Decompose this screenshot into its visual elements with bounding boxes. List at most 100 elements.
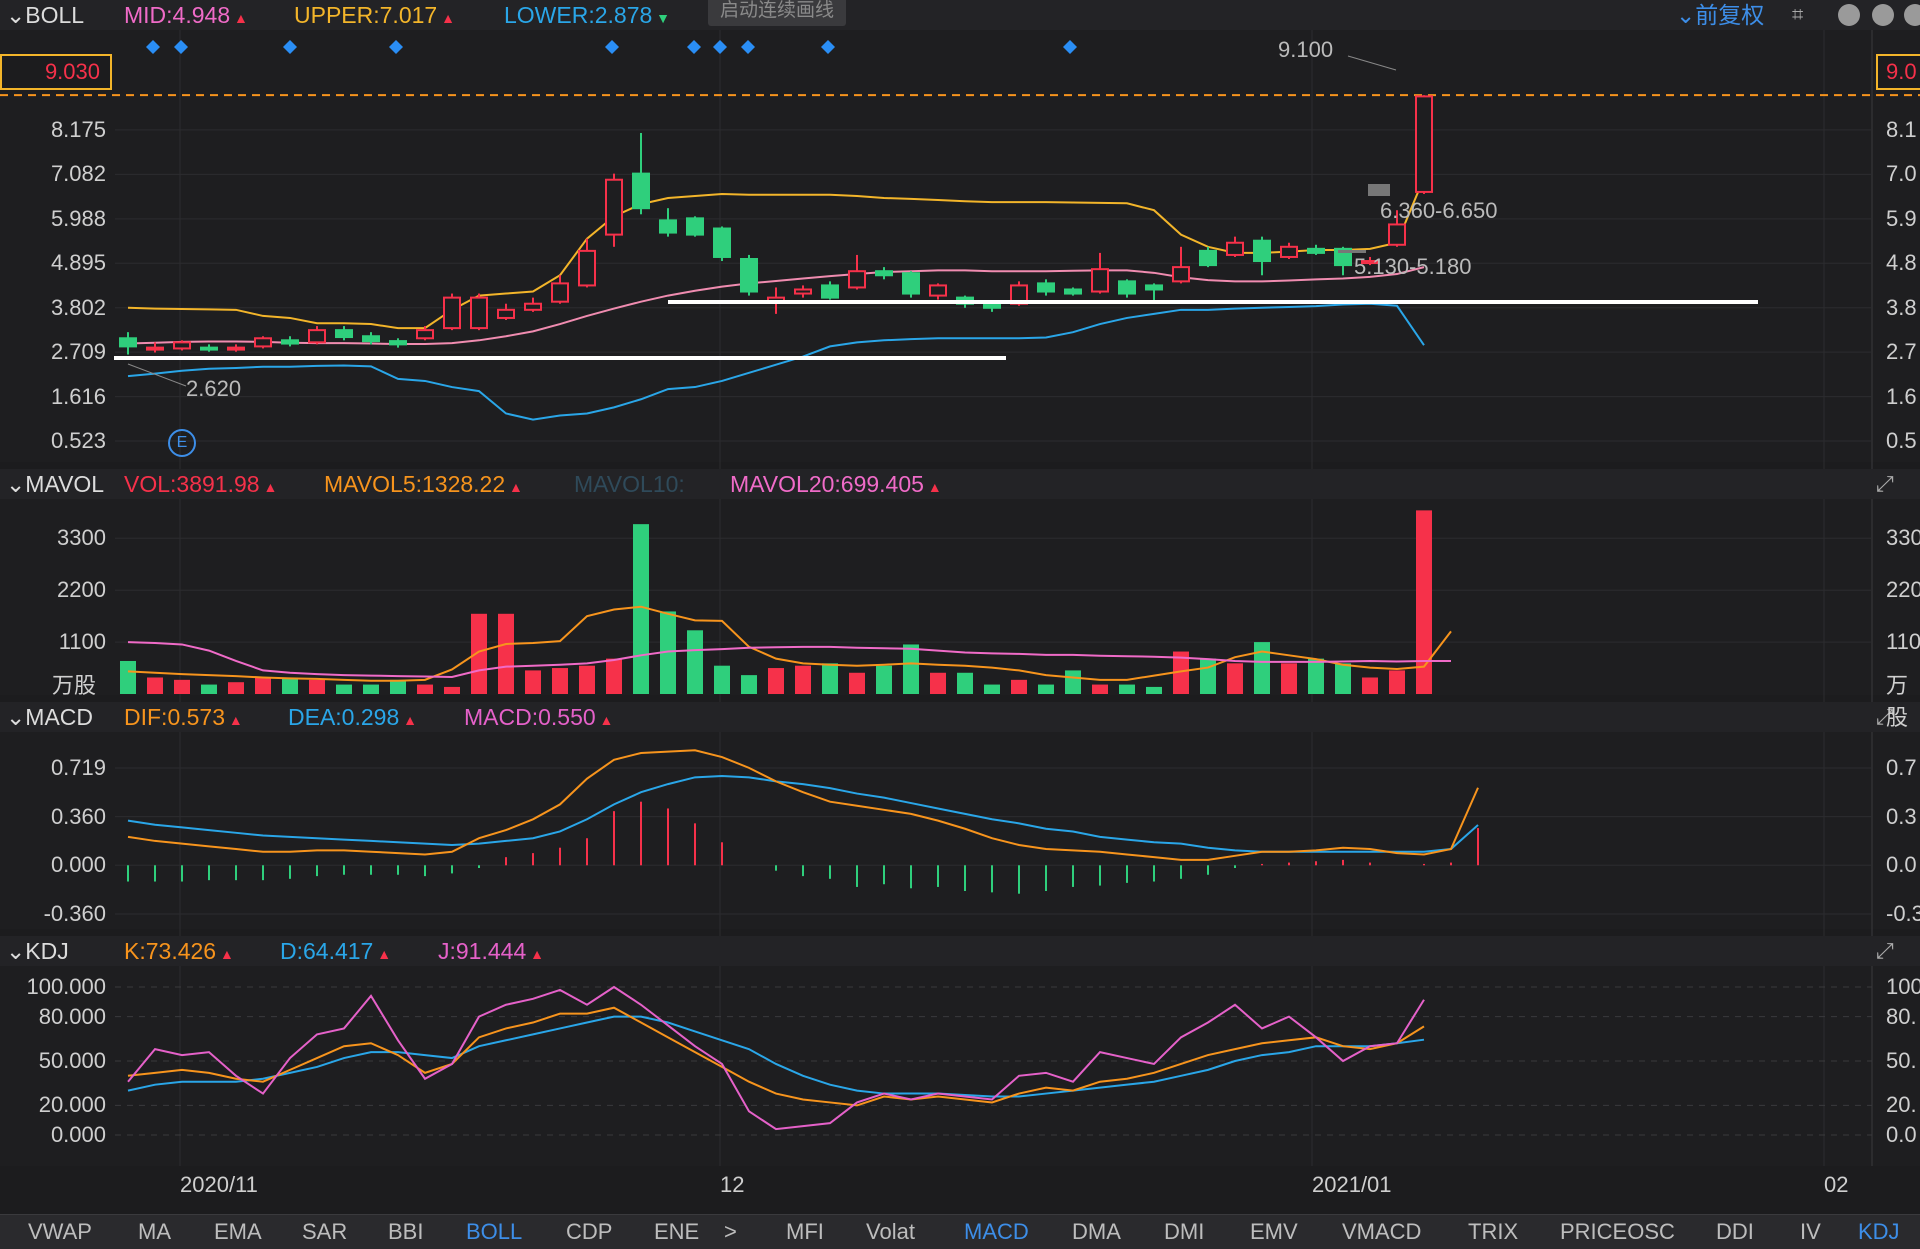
price-tick-right: 0.5	[1886, 427, 1917, 453]
macd-tick-right: 0.0	[1886, 852, 1917, 878]
volume-bar	[1362, 677, 1378, 694]
candle-body	[1415, 95, 1433, 193]
d-label: D:64.417 ▲	[280, 938, 392, 964]
candle	[362, 332, 380, 345]
kdj-tick-right: 20.	[1886, 1092, 1917, 1118]
price-tick-left: 7.082	[50, 161, 106, 187]
price-tick-left: 2.709	[50, 339, 106, 365]
tab-more-arrow[interactable]: >	[724, 1219, 737, 1244]
candle	[497, 303, 515, 320]
kdj-tick-left: 20.000	[38, 1092, 106, 1118]
volume-bar	[903, 644, 919, 694]
mavol5-line	[127, 605, 1452, 682]
boll-indicator-selector[interactable]: ⌄BOLL	[6, 2, 85, 28]
kdj-tick-right: 100	[1886, 974, 1920, 999]
tab-cdp[interactable]: CDP	[566, 1219, 613, 1244]
candle-body	[632, 172, 650, 210]
draw-tooltip[interactable]: 启动连续画线	[708, 0, 847, 26]
kdj-indicator-selector[interactable]: ⌄KDJ	[6, 938, 69, 964]
boll-mid-label: MID:4.948 ▲	[124, 2, 248, 28]
event-e-badge[interactable]: E	[168, 429, 196, 457]
tab-ma[interactable]: MA	[138, 1219, 171, 1244]
volume-bar	[660, 611, 676, 694]
volume-bar	[390, 679, 406, 694]
boll-panel	[0, 30, 1920, 462]
j-label: J:91.444 ▲	[438, 938, 544, 964]
candle-body	[1280, 245, 1298, 258]
expand-icon[interactable]: ⤢	[1876, 704, 1894, 729]
volume-tick-right: 330	[1886, 525, 1920, 551]
candle	[1037, 279, 1055, 296]
tab-boll[interactable]: BOLL	[466, 1219, 523, 1244]
candle	[578, 238, 596, 288]
adjust-selector[interactable]: ⌄前复权	[1676, 2, 1765, 28]
candle-body	[200, 346, 218, 351]
volume-bar	[822, 663, 838, 694]
signal-diamond-icon	[605, 40, 619, 54]
tab-priceosc[interactable]: PRICEOSC	[1560, 1219, 1675, 1244]
candle	[1199, 246, 1217, 268]
candle-body	[659, 219, 677, 234]
volume-tick-left: 2200	[57, 577, 106, 603]
tab-vmacd[interactable]: VMACD	[1342, 1219, 1422, 1244]
kdj-header: ⌄KDJ K:73.426 ▲ D:64.417 ▲ J:91.444 ▲ ⤢	[0, 936, 1920, 966]
axis-xy-icon[interactable]: ⌗	[1792, 4, 1804, 26]
expand-icon[interactable]: ⤢	[1876, 938, 1894, 963]
candle-body	[902, 272, 920, 295]
candle	[1280, 242, 1298, 259]
candle-body	[1388, 223, 1406, 246]
tab-volat[interactable]: Volat	[866, 1219, 915, 1244]
minimize-icon[interactable]	[1872, 4, 1894, 26]
candle-body	[1064, 288, 1082, 295]
tab-trix[interactable]: TRIX	[1468, 1219, 1519, 1244]
candle	[200, 344, 218, 352]
macd-tick-left: 0.000	[50, 852, 106, 878]
volume-bar	[876, 665, 892, 694]
candle	[605, 173, 623, 247]
tab-sar[interactable]: SAR	[302, 1219, 348, 1244]
tab-dmi[interactable]: DMI	[1164, 1219, 1205, 1244]
tab-kdj[interactable]: KDJ	[1858, 1219, 1900, 1244]
candle-body	[227, 346, 245, 351]
tab-iv[interactable]: IV	[1800, 1219, 1821, 1244]
candle	[1226, 236, 1244, 257]
volume-tick-left: 1100	[58, 629, 106, 655]
kdj-tick-right: 80.	[1886, 1003, 1917, 1029]
candle-body	[1307, 247, 1325, 254]
collapse-icon[interactable]	[1838, 4, 1860, 26]
tab-ddi[interactable]: DDI	[1716, 1219, 1754, 1244]
tab-vwap[interactable]: VWAP	[28, 1219, 92, 1244]
volume-bar	[174, 679, 190, 694]
candle	[902, 271, 920, 298]
indicator-tab-bar: VWAP MA EMA SAR BBI BOLL CDP ENE > MFI Volat MACD DM…	[0, 1214, 1920, 1249]
x-label-dec: 12	[720, 1172, 745, 1197]
mavol-indicator-selector[interactable]: ⌄MAVOL	[6, 471, 105, 497]
volume-bar	[498, 613, 514, 694]
tab-bbi[interactable]: BBI	[388, 1219, 424, 1244]
tab-ene[interactable]: ENE	[654, 1219, 700, 1244]
candle-body	[281, 339, 299, 345]
candle	[254, 336, 272, 349]
expand-icon[interactable]: ⤢	[1876, 471, 1894, 496]
tab-ema[interactable]: EMA	[214, 1219, 262, 1244]
candle	[173, 340, 191, 351]
price-tick-right: 2.7	[1886, 339, 1917, 365]
signal-diamond-icon	[713, 40, 727, 54]
tab-emv[interactable]: EMV	[1250, 1219, 1298, 1244]
price-tick-left: 1.616	[50, 383, 106, 409]
macd-indicator-selector[interactable]: ⌄MACD	[6, 704, 94, 730]
macd-tick-right: 0.7	[1886, 755, 1917, 780]
volume-bar	[606, 658, 622, 694]
macd-tick-left: 0.719	[50, 755, 106, 780]
candle-body	[686, 217, 704, 236]
k-label: K:73.426 ▲	[124, 938, 234, 964]
volume-bar	[1092, 684, 1108, 694]
settings-icon[interactable]	[1904, 4, 1920, 26]
candle-body	[551, 282, 569, 303]
tab-dma[interactable]: DMA	[1072, 1219, 1121, 1244]
candle-body	[578, 249, 596, 287]
tab-mfi[interactable]: MFI	[786, 1219, 824, 1244]
tab-macd[interactable]: MACD	[964, 1219, 1029, 1244]
volume-bar	[201, 684, 217, 694]
